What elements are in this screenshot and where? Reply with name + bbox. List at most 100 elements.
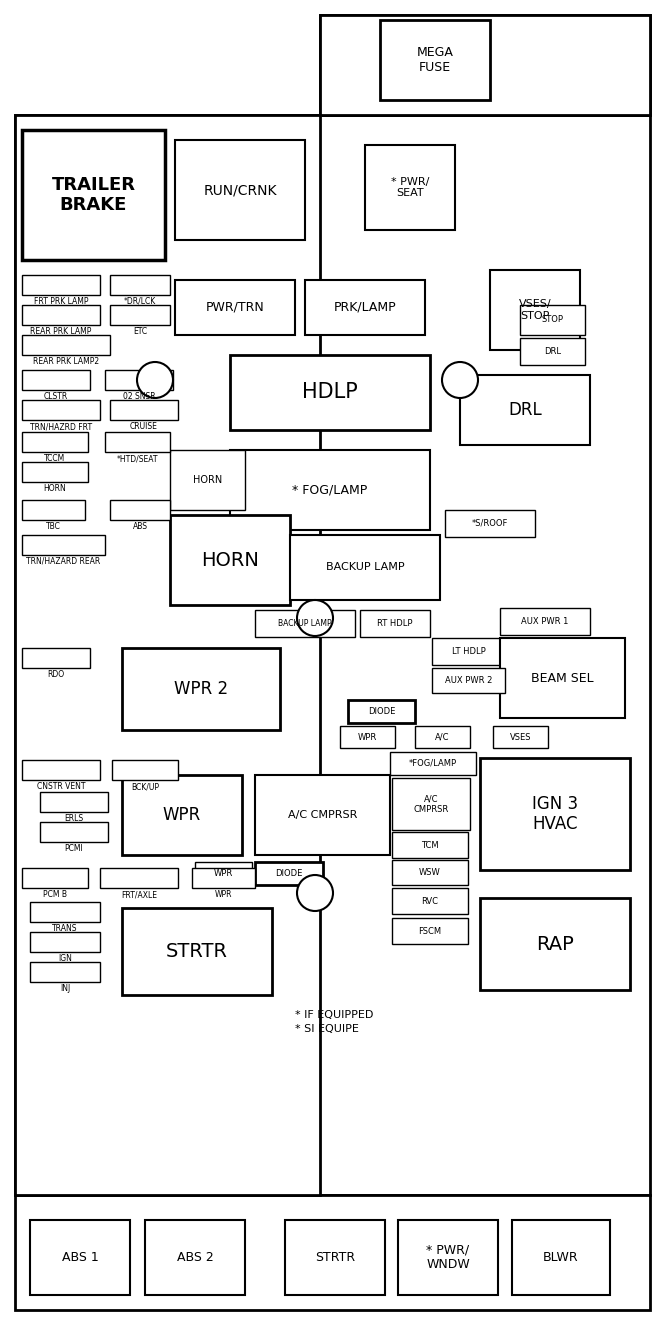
Bar [105,370,173,390]
Text: TRN/HAZRD FRT: TRN/HAZRD FRT [30,422,92,431]
Bar [30,1220,130,1295]
Circle shape [297,875,333,911]
Bar [415,726,470,747]
Bar [392,778,470,830]
Bar [290,535,440,600]
Bar [22,648,90,668]
Text: WPR: WPR [215,890,232,899]
Text: STRTR: STRTR [315,1252,355,1264]
Text: DIODE: DIODE [275,868,303,878]
Bar [500,638,625,718]
Bar [145,1220,245,1295]
Bar [22,275,100,295]
Text: TRANS: TRANS [52,924,78,934]
Text: 02 SNSR: 02 SNSR [123,392,155,402]
Bar [195,862,252,884]
Text: DRL: DRL [508,402,542,419]
Text: ABS 1: ABS 1 [62,1252,98,1264]
Bar [22,535,105,555]
Text: A/C CMPRSR: A/C CMPRSR [288,810,357,821]
Text: * PWR/
WNDW: * PWR/ WNDW [426,1244,470,1271]
Bar [445,509,535,537]
Text: BACKUP LAMP: BACKUP LAMP [326,563,404,572]
Bar [340,726,395,747]
Text: HORN: HORN [193,475,222,485]
Bar [105,432,170,452]
Text: A/C: A/C [436,733,450,742]
Text: PCM B: PCM B [43,890,67,899]
Bar [432,638,505,665]
Text: PCMI: PCMI [64,845,83,853]
Bar [175,281,295,335]
Text: FSCM: FSCM [419,927,442,935]
Bar [392,861,468,884]
Bar [285,1220,385,1295]
Bar [122,648,280,730]
Bar [22,868,88,888]
Text: BACKUP LAMP: BACKUP LAMP [278,618,332,628]
Polygon shape [15,1194,650,1310]
Bar [493,726,548,747]
Text: WPR: WPR [214,868,233,878]
Bar [520,305,585,335]
Bar [390,751,476,775]
Text: BEAM SEL: BEAM SEL [531,672,594,685]
Bar [480,898,630,990]
Text: REAR PRK LAMP2: REAR PRK LAMP2 [33,356,99,366]
Bar [30,902,100,922]
Bar [22,462,88,481]
Bar [380,20,490,100]
Bar [480,758,630,870]
Text: ERLS: ERLS [64,814,84,823]
Text: STRTR: STRTR [166,942,228,962]
Text: HORN: HORN [44,484,66,493]
Bar [460,375,590,446]
Bar [30,932,100,952]
Bar [40,822,108,842]
Bar [398,1220,498,1295]
Text: PWR/TRN: PWR/TRN [206,301,265,314]
Bar [110,275,170,295]
Text: TCM: TCM [421,841,439,850]
Bar [392,833,468,858]
Text: TRN/HAZARD REAR: TRN/HAZARD REAR [26,557,100,567]
Text: MEGA
FUSE: MEGA FUSE [417,47,454,74]
Text: DRL: DRL [544,347,561,356]
Polygon shape [15,15,650,1194]
Text: CRUISE: CRUISE [130,422,158,431]
Text: HORN: HORN [201,551,259,569]
Text: RVC: RVC [421,896,438,906]
Text: REAR PRK LAMP: REAR PRK LAMP [30,327,92,336]
Bar [110,305,170,325]
Text: * FOG/LAMP: * FOG/LAMP [292,484,368,496]
Text: ABS: ABS [133,521,147,531]
Bar [30,962,100,982]
Text: RAP: RAP [536,935,574,954]
Text: AUX PWR 1: AUX PWR 1 [521,617,569,626]
Text: WPR 2: WPR 2 [174,680,228,698]
Bar [192,868,255,888]
Bar [490,270,580,350]
Text: TRAILER
BRAKE: TRAILER BRAKE [52,176,135,214]
Text: LT HDLP: LT HDLP [452,646,485,656]
Text: WPR: WPR [358,733,377,742]
Bar [110,500,170,520]
Bar [110,400,178,420]
Text: DIODE: DIODE [368,708,395,716]
Bar [22,400,100,420]
Text: IGN 3
HVAC: IGN 3 HVAC [532,794,578,834]
Bar [40,791,108,813]
Text: CLSTR: CLSTR [44,392,68,402]
Text: TBC: TBC [46,521,61,531]
Bar [360,610,430,637]
Bar [520,338,585,364]
Circle shape [297,600,333,636]
Bar [100,868,178,888]
Text: WPR: WPR [163,806,201,825]
Text: *DR/LCK: *DR/LCK [124,297,156,306]
Text: *HTD/SEAT: *HTD/SEAT [117,454,158,463]
Bar [230,450,430,529]
Text: VSES/
STOP: VSES/ STOP [519,299,551,321]
Bar [392,888,468,914]
Text: *FOG/LAMP: *FOG/LAMP [409,759,457,767]
